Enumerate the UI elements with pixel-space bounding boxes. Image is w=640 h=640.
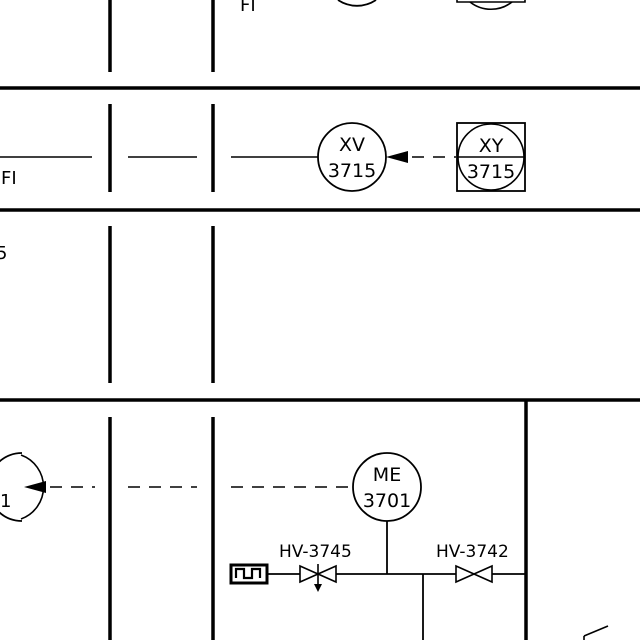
instrument-function: XV (339, 134, 365, 156)
valve-hv-3745[interactable] (299, 564, 337, 592)
instrument-xy-3715[interactable]: XY 3715 (456, 122, 526, 192)
row2-fi-label: FI (1, 168, 17, 189)
valve-tag: HV-3745 (279, 542, 352, 562)
instrument-number: 3701 (363, 490, 411, 512)
instrument-xv-3715[interactable]: XV 3715 (317, 122, 387, 192)
instrument-function: ME (373, 464, 401, 486)
arrowhead-icon (386, 151, 408, 163)
gate-valve-icon (455, 564, 493, 584)
valve-fragment-icon (583, 625, 609, 640)
valve-hv-3742[interactable] (455, 564, 493, 584)
top-bubble-fragment (337, 0, 377, 7)
flange-connector-icon (229, 563, 269, 585)
instrument-function: XY (479, 135, 504, 157)
valve-tag: HV-3742 (436, 542, 509, 562)
instrument-me-3701[interactable]: ME 3701 (352, 452, 422, 522)
top-fi-label: FI (240, 0, 256, 16)
arrowhead-icon (24, 481, 46, 493)
row4-partial-label: 1 (0, 491, 11, 512)
instrument-number: 3715 (467, 161, 515, 183)
actuator-arrow-icon (314, 584, 322, 592)
row3-partial-label: 5 (0, 243, 7, 264)
top-box-fragment (456, 0, 526, 11)
instrument-number: 3715 (328, 160, 376, 182)
